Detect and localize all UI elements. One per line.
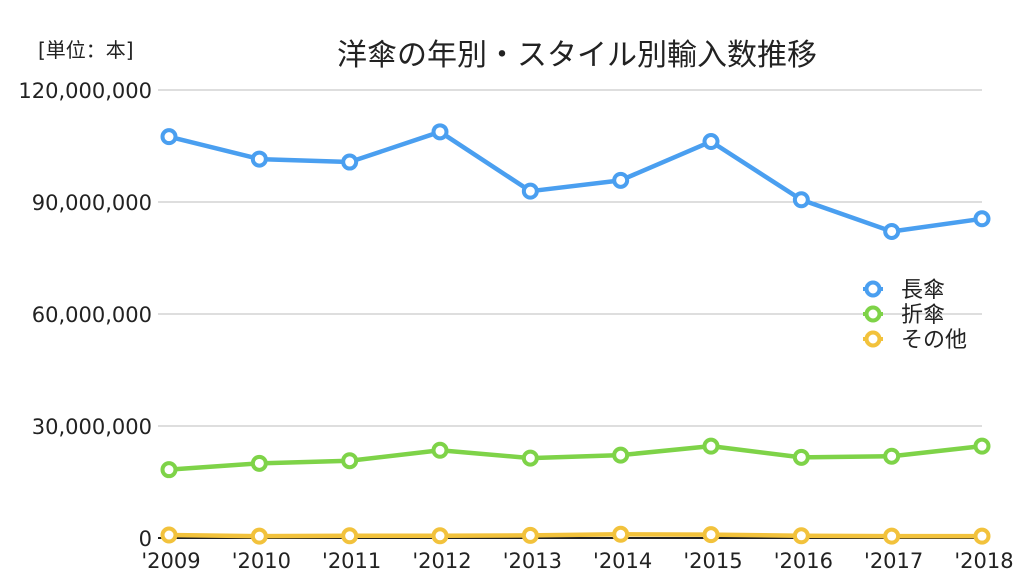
series-line [166, 443, 985, 472]
data-point [883, 527, 901, 545]
data-point [612, 525, 630, 543]
data-point [792, 191, 810, 209]
x-tick-label: '2014 [593, 549, 652, 573]
y-tick-label: 0 [139, 527, 152, 551]
data-point [250, 454, 268, 472]
legend-marker [864, 305, 882, 323]
x-tick-label: '2012 [412, 549, 471, 573]
data-point [431, 527, 449, 545]
legend-marker [864, 280, 882, 298]
data-point [431, 441, 449, 459]
legend-label: 長傘 [901, 278, 945, 303]
data-point [341, 153, 359, 171]
x-tick-label: '2009 [141, 549, 200, 573]
legend-label: その他 [901, 328, 967, 353]
data-point [250, 527, 268, 545]
x-tick-label: '2018 [954, 549, 1013, 573]
data-point [341, 452, 359, 470]
x-tick-label: '2011 [322, 549, 381, 573]
chart-title: 洋傘の年別・スタイル別輸入数推移 [337, 38, 817, 73]
y-tick-label: 30,000,000 [32, 415, 152, 439]
legend-label: 折傘 [901, 303, 945, 328]
data-point [883, 222, 901, 240]
y-tick-label: 120,000,000 [18, 79, 152, 103]
y-tick-label: 90,000,000 [32, 191, 152, 215]
data-point [702, 437, 720, 455]
data-point [160, 526, 178, 544]
data-point [612, 171, 630, 189]
data-point [521, 182, 539, 200]
data-point [973, 210, 991, 228]
data-point [883, 447, 901, 465]
data-point [160, 461, 178, 479]
data-point [160, 128, 178, 146]
unit-label: [単位：本] [38, 38, 134, 62]
series-line [166, 129, 985, 234]
data-point [792, 527, 810, 545]
data-point [702, 526, 720, 544]
data-point [973, 527, 991, 545]
x-tick-label: '2015 [683, 549, 742, 573]
data-point [431, 123, 449, 141]
data-point [341, 527, 359, 545]
y-tick-label: 60,000,000 [32, 303, 152, 327]
data-point [612, 446, 630, 464]
data-point [521, 449, 539, 467]
data-point [250, 150, 268, 168]
data-point [702, 133, 720, 151]
legend-marker [864, 330, 882, 348]
x-tick-label: '2016 [774, 549, 833, 573]
data-point [521, 526, 539, 544]
x-tick-label: '2010 [232, 549, 291, 573]
x-tick-label: '2013 [503, 549, 562, 573]
x-tick-label: '2017 [864, 549, 923, 573]
data-point [792, 448, 810, 466]
series-line [166, 532, 985, 539]
data-point [973, 437, 991, 455]
